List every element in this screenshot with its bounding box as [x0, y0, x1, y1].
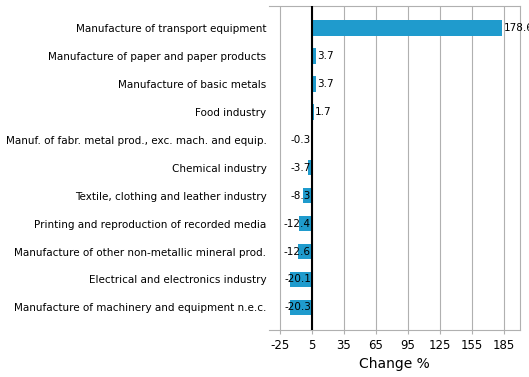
Bar [303, 188, 312, 203]
Text: -8.3: -8.3 [290, 191, 311, 201]
Bar [312, 20, 502, 36]
Bar [290, 272, 312, 287]
X-axis label: Change %: Change % [359, 357, 430, 371]
Text: 3.7: 3.7 [317, 51, 334, 61]
Text: 3.7: 3.7 [317, 79, 334, 89]
Text: 1.7: 1.7 [315, 107, 332, 117]
Bar [308, 160, 312, 175]
Text: -20.3: -20.3 [284, 302, 311, 313]
Bar [312, 48, 316, 64]
Bar [298, 244, 312, 259]
Bar [290, 300, 312, 315]
Bar [298, 216, 312, 231]
Text: 178.6: 178.6 [504, 23, 529, 33]
Text: -12.4: -12.4 [284, 219, 311, 228]
Text: -12.6: -12.6 [284, 247, 311, 256]
Text: -20.1: -20.1 [284, 274, 311, 285]
Text: -0.3: -0.3 [291, 135, 311, 145]
Bar [312, 76, 316, 92]
Text: -3.7: -3.7 [290, 163, 311, 173]
Bar [312, 104, 314, 120]
